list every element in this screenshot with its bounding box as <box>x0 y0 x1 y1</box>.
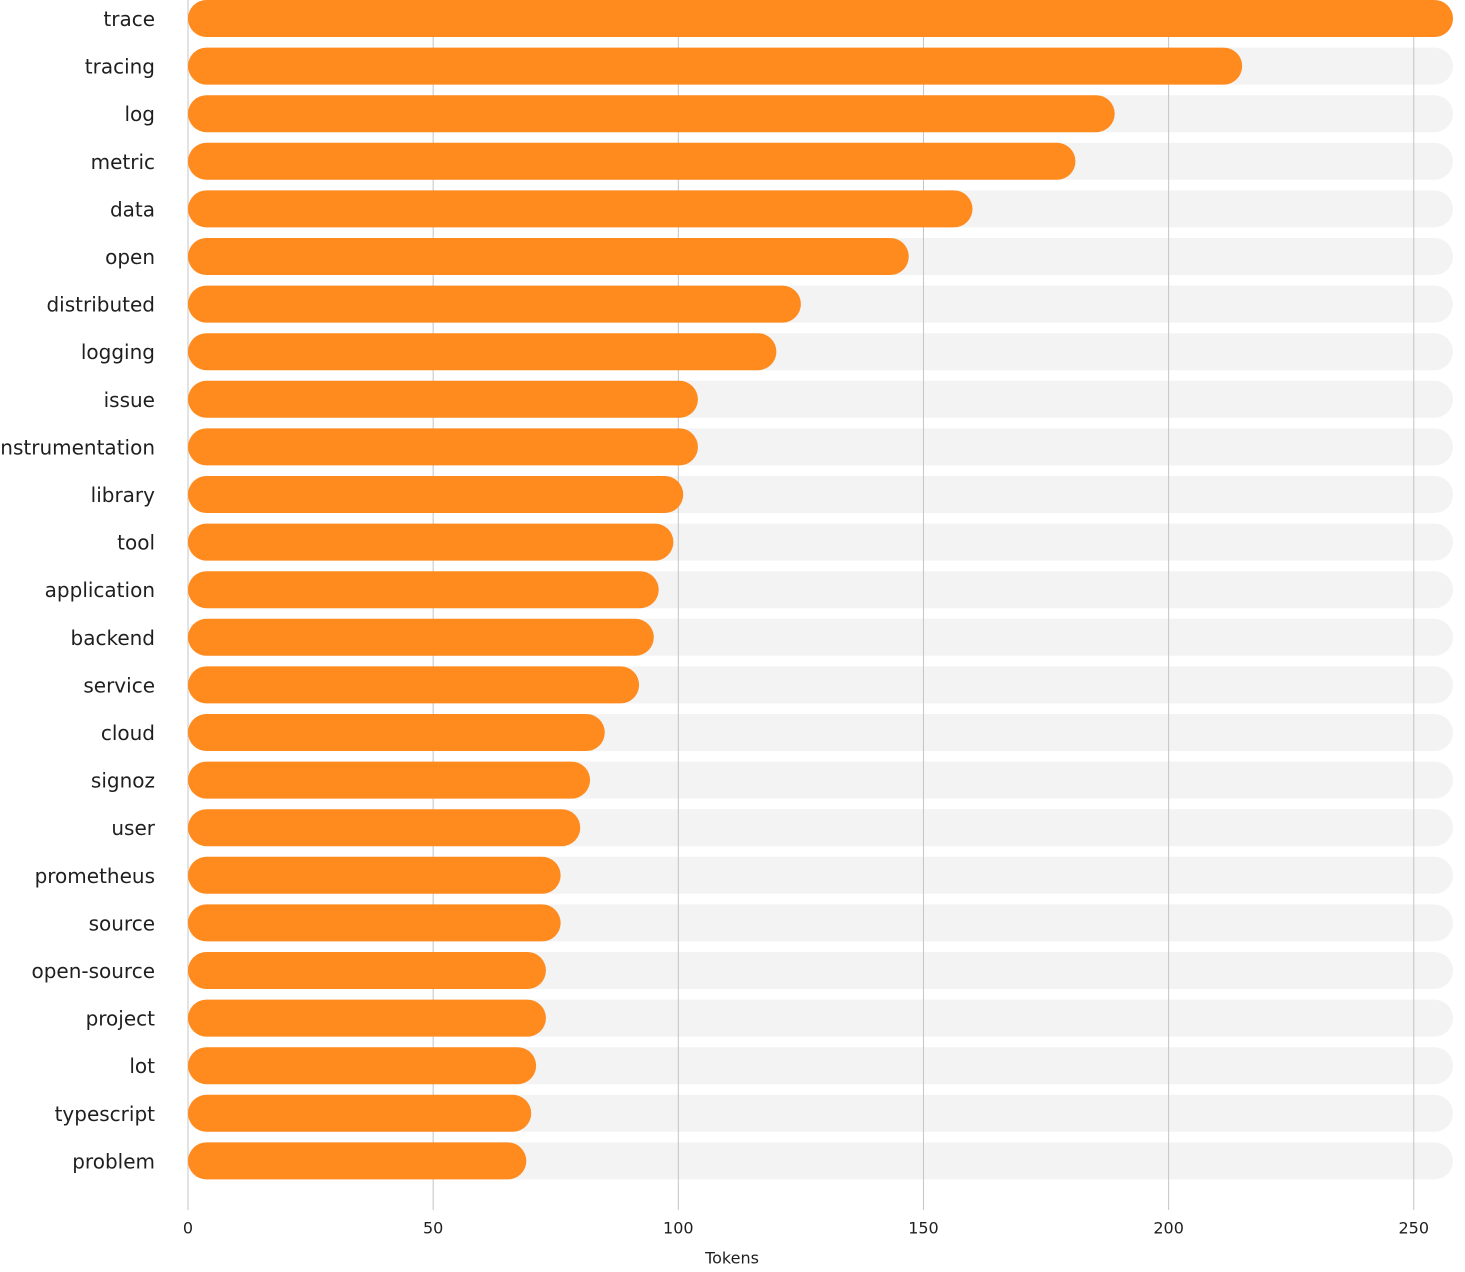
bar <box>188 47 1243 85</box>
bar <box>188 285 801 323</box>
category-label: tool <box>117 531 155 555</box>
category-label: issue <box>104 388 155 412</box>
bar <box>188 95 1115 133</box>
category-label: problem <box>72 1149 155 1173</box>
bar <box>188 523 674 561</box>
bar <box>188 380 698 418</box>
x-tick-label: 200 <box>1153 1219 1184 1238</box>
category-label: open <box>105 245 155 269</box>
x-axis-label: Tokens <box>704 1249 759 1268</box>
category-label: prometheus <box>35 864 155 888</box>
bar <box>188 809 581 847</box>
bar <box>188 952 546 989</box>
bar <box>188 1142 527 1180</box>
category-label: source <box>89 911 155 935</box>
category-label: data <box>110 197 155 221</box>
bar <box>188 618 654 656</box>
bar <box>188 1094 532 1132</box>
bar <box>188 333 777 371</box>
bar <box>188 428 698 466</box>
x-tick-label: 150 <box>908 1219 939 1238</box>
bar <box>188 0 1453 37</box>
bar <box>188 1047 537 1085</box>
category-label: lot <box>129 1054 155 1078</box>
x-tick-label: 100 <box>663 1219 694 1238</box>
bar <box>188 476 684 513</box>
category-label: log <box>125 102 156 126</box>
category-label: open-source <box>31 959 155 983</box>
category-label: logging <box>81 340 155 364</box>
category-label: instrumentation <box>0 435 155 459</box>
bar <box>188 190 973 228</box>
category-label: typescript <box>55 1102 156 1126</box>
category-label: cloud <box>101 721 155 745</box>
bars <box>188 0 1453 1180</box>
category-label: backend <box>71 626 156 650</box>
bar <box>188 666 640 704</box>
category-label: signoz <box>91 769 155 793</box>
category-label: user <box>111 816 155 840</box>
category-label: tracing <box>85 55 155 79</box>
x-tick-label: 50 <box>423 1219 443 1238</box>
bar <box>188 856 561 894</box>
bar <box>188 904 561 942</box>
category-label: library <box>91 483 156 507</box>
category-label: project <box>86 1007 156 1031</box>
bar <box>188 571 659 609</box>
x-tick-label: 0 <box>183 1219 193 1238</box>
bar <box>188 238 909 275</box>
bar <box>188 142 1076 180</box>
category-label: metric <box>91 150 155 174</box>
category-label: distributed <box>46 293 155 317</box>
bar <box>188 761 591 799</box>
x-tick-label: 250 <box>1399 1219 1430 1238</box>
bar <box>188 999 546 1037</box>
category-label: service <box>83 673 155 697</box>
category-label: application <box>45 578 155 602</box>
bar <box>188 714 605 751</box>
category-label: trace <box>103 7 155 31</box>
